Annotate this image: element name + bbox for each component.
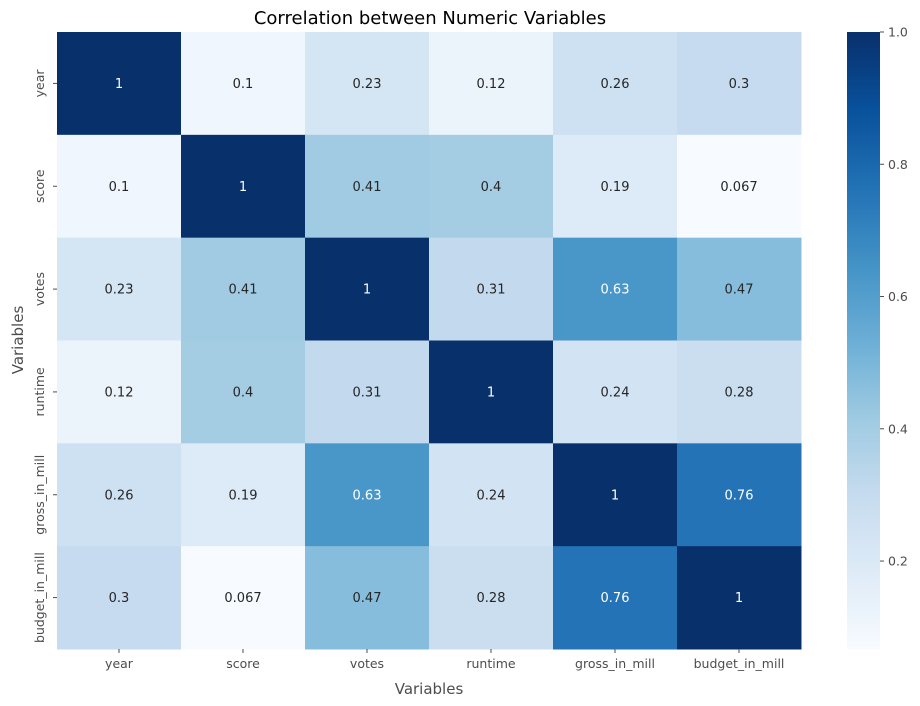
heatmap-cell (677, 237, 802, 341)
x-tick-label: score (226, 656, 260, 671)
y-tick-label: year (32, 69, 47, 98)
heatmap-cell-value: 0.12 (477, 77, 506, 92)
heatmap-cell-value: 0.76 (725, 488, 754, 503)
heatmap-cell-value: 0.26 (105, 488, 134, 503)
heatmap-cell (305, 443, 430, 547)
colorbar-tick-label: 0.8 (888, 157, 908, 172)
heatmap-cell (677, 134, 802, 239)
x-tick-label: votes (350, 656, 384, 671)
heatmap-cell (429, 237, 554, 341)
heatmap-cell-value: 0.63 (353, 488, 382, 503)
heatmap-cell-value: 0.19 (601, 180, 630, 195)
colorbar (847, 32, 880, 649)
heatmap-cell (429, 134, 554, 239)
heatmap-cell-value: 0.47 (353, 591, 382, 606)
heatmap-cell (677, 443, 802, 547)
heatmap-cell-value: 0.76 (601, 591, 630, 606)
heatmap-cell (305, 134, 430, 239)
heatmap-cell (305, 32, 430, 136)
heatmap-cell (57, 546, 182, 650)
heatmap-cell (677, 340, 802, 444)
heatmap-cell (677, 32, 802, 136)
heatmap-cell-value: 0.28 (477, 591, 506, 606)
heatmap-cell-value: 0.067 (720, 180, 757, 195)
heatmap-cell (181, 443, 306, 547)
heatmap-cell-value: 0.3 (729, 77, 750, 92)
y-tick-label: runtime (32, 367, 47, 417)
heatmap-cell-value: 1 (611, 488, 619, 503)
heatmap-cell (181, 340, 306, 444)
heatmap-cell (305, 546, 430, 650)
heatmap-cell-value: 0.26 (601, 77, 630, 92)
x-tick-label: runtime (466, 656, 516, 671)
heatmap-cell-value: 0.4 (481, 180, 502, 195)
heatmap-cell-value: 0.23 (353, 77, 382, 92)
heatmap-cell (181, 32, 306, 136)
heatmap-cell-value: 0.23 (105, 283, 134, 298)
heatmap-cell (305, 340, 430, 444)
heatmap-cell (429, 546, 554, 650)
heatmap-cell-value: 0.47 (725, 283, 754, 298)
heatmap-cell (57, 237, 182, 341)
heatmap-cell (57, 340, 182, 444)
heatmap-cell (57, 443, 182, 547)
heatmap-cell-value: 0.63 (601, 283, 630, 298)
heatmap-cell (553, 546, 678, 650)
heatmap-cell-value: 1 (239, 180, 247, 195)
x-tick-label: budget_in_mill (694, 656, 785, 671)
heatmap-cell (553, 237, 678, 341)
heatmap-cell (181, 134, 306, 239)
heatmap-cell (553, 32, 678, 136)
heatmap-cell-value: 1 (487, 385, 495, 400)
heatmap-cell-value: 0.19 (229, 488, 258, 503)
heatmap-cell-value: 0.31 (353, 385, 382, 400)
heatmap-cell (57, 134, 182, 239)
heatmap-cell (181, 237, 306, 341)
heatmap-cell (553, 443, 678, 547)
x-tick-label: year (105, 656, 134, 671)
x-axis-ticks: year score votes runtime gross_in_mill budget… (105, 649, 784, 671)
heatmap-cell (677, 546, 802, 650)
y-axis-ticks: year score votes runtime gross_in_millbudget… (32, 69, 57, 643)
heatmap-cell-value: 0.41 (353, 180, 382, 195)
y-tick-label: votes (32, 272, 47, 306)
heatmap-cell-value: 0.41 (229, 283, 258, 298)
heatmap-cell-value: 0.067 (224, 591, 261, 606)
heatmap-cell-labels: 1 0.1 0.23 0.12 0.26 0.30.1 1 0.41 0.4 0.19 0.0670… (105, 77, 758, 606)
heatmap-cell (305, 237, 430, 341)
heatmap-cell (181, 546, 306, 650)
heatmap-cell-value: 1 (363, 283, 371, 298)
colorbar-tick-label: 0.4 (888, 421, 908, 436)
heatmap-cell (429, 340, 554, 444)
heatmap-cell-value: 0.1 (109, 180, 130, 195)
y-axis-label: Variables (9, 306, 27, 375)
heatmap-cell (429, 443, 554, 547)
heatmap-cell-value: 0.1 (233, 77, 254, 92)
y-tick-label: gross_in_mill (32, 455, 47, 535)
heatmap-cell (429, 32, 554, 136)
heatmap-cell-value: 0.4 (233, 385, 254, 400)
heatmap-cell (553, 134, 678, 239)
heatmap-cell-value: 0.12 (105, 385, 134, 400)
y-tick-label: score (32, 169, 47, 203)
heatmap-cell-value: 0.28 (725, 385, 754, 400)
heatmap-cell (57, 32, 182, 136)
heatmap-cell-value: 0.24 (601, 385, 630, 400)
y-tick-label: budget_in_mill (32, 552, 47, 643)
colorbar-tick-label: 0.6 (888, 289, 908, 304)
heatmap-cell (553, 340, 678, 444)
heatmap-cell-value: 0.24 (477, 488, 506, 503)
heatmap-cells (57, 32, 802, 650)
colorbar-tick-label: 1.0 (888, 25, 908, 40)
x-tick-label: gross_in_mill (575, 656, 655, 671)
colorbar-ticks: 0.2 0.4 0.6 0.8 1.0 (880, 25, 908, 569)
colorbar-tick-label: 0.2 (888, 554, 908, 569)
heatmap-cell-value: 1 (115, 77, 123, 92)
heatmap-cell-value: 0.3 (109, 591, 130, 606)
x-axis-label: Variables (395, 680, 464, 698)
heatmap-cell-value: 1 (735, 591, 743, 606)
heatmap-cell-value: 0.31 (477, 283, 506, 298)
chart-title: Correlation between Numeric Variables (254, 8, 606, 29)
